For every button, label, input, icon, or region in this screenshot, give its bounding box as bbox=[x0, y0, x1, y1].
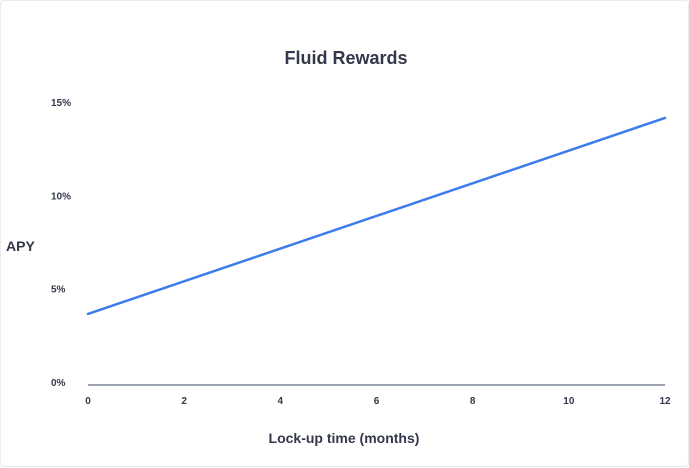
y-axis-label: APY bbox=[6, 238, 35, 254]
y-tick-label: 0% bbox=[51, 378, 66, 389]
x-tick-label: 12 bbox=[659, 396, 671, 407]
chart-title: Fluid Rewards bbox=[284, 48, 407, 68]
x-tick-label: 10 bbox=[563, 396, 575, 407]
series-group bbox=[86, 116, 667, 316]
x-tick-label: 8 bbox=[470, 396, 476, 407]
x-tick-label: 0 bbox=[85, 396, 91, 407]
x-tick-label: 6 bbox=[374, 396, 380, 407]
x-tick-label: 4 bbox=[278, 396, 284, 407]
x-axis-ticks: 0 2 4 6 8 10 12 bbox=[85, 396, 671, 407]
y-tick-label: 15% bbox=[51, 98, 71, 109]
x-axis-label: Lock-up time (months) bbox=[269, 430, 420, 446]
y-tick-label: 5% bbox=[51, 285, 66, 296]
x-tick-label: 2 bbox=[181, 396, 187, 407]
y-axis-ticks: 0% 5% 10% 15% bbox=[51, 98, 71, 389]
series-line bbox=[86, 116, 667, 316]
y-tick-label: 10% bbox=[51, 191, 71, 202]
